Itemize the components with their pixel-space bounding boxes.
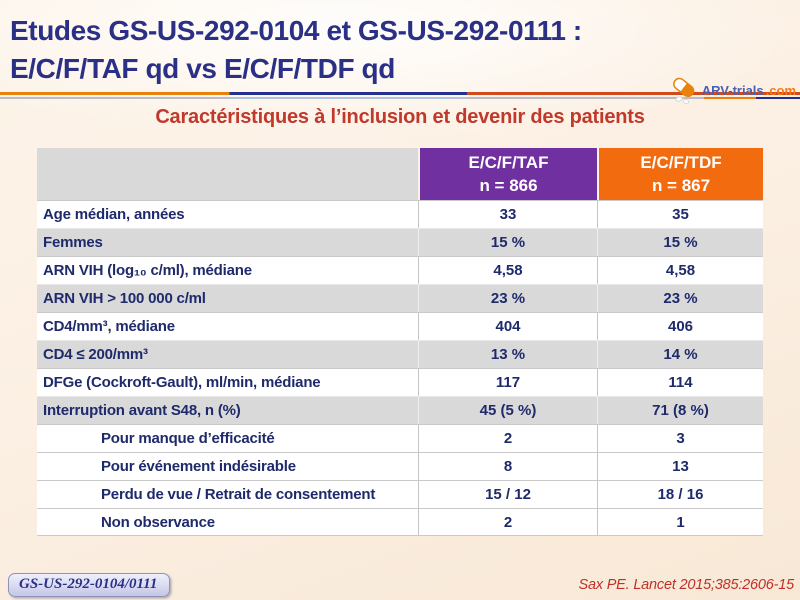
divider-line-bottom xyxy=(0,97,800,99)
tdf-value: 3 xyxy=(597,425,763,452)
row-label: Femmes xyxy=(43,234,103,251)
table-header-taf: E/C/F/TAF n = 866 xyxy=(418,148,597,200)
row-label: Non observance xyxy=(101,513,215,531)
row-label: Pour événement indésirable xyxy=(101,458,296,475)
tdf-value: 406 xyxy=(597,313,763,340)
row-label: DFGe (Cockroft-Gault), ml/min, médiane xyxy=(43,374,321,391)
arv-trials-logo: ARV-trials .com xyxy=(670,76,796,104)
tdf-value: 15 % xyxy=(597,229,763,256)
table-row: Femmes 15 % 15 % xyxy=(37,228,763,256)
baseline-characteristics-table: E/C/F/TAF n = 866 E/C/F/TDF n = 867 Age … xyxy=(37,148,763,536)
table-header-tdf: E/C/F/TDF n = 867 xyxy=(597,148,763,200)
table-row: CD4 ≤ 200/mm³ 13 % 14 % xyxy=(37,340,763,368)
tdf-value: 14 % xyxy=(597,341,763,368)
taf-value: 8 xyxy=(418,453,597,480)
taf-value: 15 % xyxy=(418,229,597,256)
row-label: CD4 ≤ 200/mm³ xyxy=(43,346,148,363)
slide-title: Etudes GS-US-292-0104 et GS-US-292-0111 … xyxy=(10,12,710,88)
table-row: Age médian, années 33 35 xyxy=(37,200,763,228)
tdf-value: 4,58 xyxy=(597,257,763,284)
taf-value: 4,58 xyxy=(418,257,597,284)
taf-value: 13 % xyxy=(418,341,597,368)
taf-value: 2 xyxy=(418,425,597,452)
slide-title-line1: Etudes GS-US-292-0104 et GS-US-292-0111 … xyxy=(10,15,582,46)
pill-icon xyxy=(672,77,695,104)
tdf-value: 13 xyxy=(597,453,763,480)
table-row: Pour événement indésirable 8 13 xyxy=(37,452,763,480)
table-row: Non observance 2 1 xyxy=(37,508,763,536)
row-label: Interruption avant S48, n (%) xyxy=(43,402,241,419)
tdf-arm-n: n = 867 xyxy=(651,176,711,195)
table-row: ARN VIH > 100 000 c/ml 23 % 23 % xyxy=(37,284,763,312)
table-row: DFGe (Cockroft-Gault), ml/min, médiane 11… xyxy=(37,368,763,396)
tdf-arm-label: E/C/F/TDF xyxy=(640,153,722,172)
table-row: Interruption avant S48, n (%) 45 (5 %) 71 … xyxy=(37,396,763,424)
table-row: Perdu de vue / Retrait de consentement 15… xyxy=(37,480,763,508)
row-label: Age médian, années xyxy=(43,206,185,223)
table-body: Age médian, années 33 35 Femmes 15 % 15 % ARN … xyxy=(37,200,763,536)
tdf-value: 35 xyxy=(597,201,763,228)
tdf-value: 114 xyxy=(597,369,763,396)
table-header-row: E/C/F/TAF n = 866 E/C/F/TDF n = 867 xyxy=(37,148,763,200)
table-header-spacer-cell xyxy=(37,148,418,200)
tdf-value: 18 / 16 xyxy=(597,481,763,508)
row-label: ARN VIH > 100 000 c/ml xyxy=(43,290,206,307)
table-row: Pour manque d’efficacité 2 3 xyxy=(37,424,763,452)
taf-arm-n: n = 866 xyxy=(479,176,538,195)
table-row: ARN VIH (log₁₀ c/ml), médiane 4,58 4,58 xyxy=(37,256,763,284)
tdf-value: 1 xyxy=(597,509,763,535)
taf-value: 23 % xyxy=(418,285,597,312)
taf-value: 2 xyxy=(418,509,597,535)
divider-line-top xyxy=(0,92,800,95)
logo-text: ARV-trials xyxy=(701,82,764,98)
logo-tld: .com xyxy=(765,82,796,98)
taf-value: 33 xyxy=(418,201,597,228)
taf-value: 404 xyxy=(418,313,597,340)
row-label: CD4/mm³, médiane xyxy=(43,318,175,335)
row-label: Pour manque d’efficacité xyxy=(101,430,275,447)
taf-value: 117 xyxy=(418,369,597,396)
reference-citation: Sax PE. Lancet 2015;385:2606-15 xyxy=(578,577,795,593)
taf-arm-label: E/C/F/TAF xyxy=(468,153,549,172)
taf-value: 15 / 12 xyxy=(418,481,597,508)
study-id-badge: GS-US-292-0104/0111 xyxy=(8,573,171,597)
slide-title-line2: E/C/F/TAF qd vs E/C/F/TDF qd xyxy=(10,53,395,84)
slide-subtitle: Caractéristiques à l’inclusion et deveni… xyxy=(155,106,645,128)
taf-value: 45 (5 %) xyxy=(418,397,597,424)
table-row: CD4/mm³, médiane 404 406 xyxy=(37,312,763,340)
tdf-value: 23 % xyxy=(597,285,763,312)
tdf-value: 71 (8 %) xyxy=(597,397,763,424)
row-label: Perdu de vue / Retrait de consentement xyxy=(101,486,376,503)
row-label: ARN VIH (log₁₀ c/ml), médiane xyxy=(43,262,252,279)
